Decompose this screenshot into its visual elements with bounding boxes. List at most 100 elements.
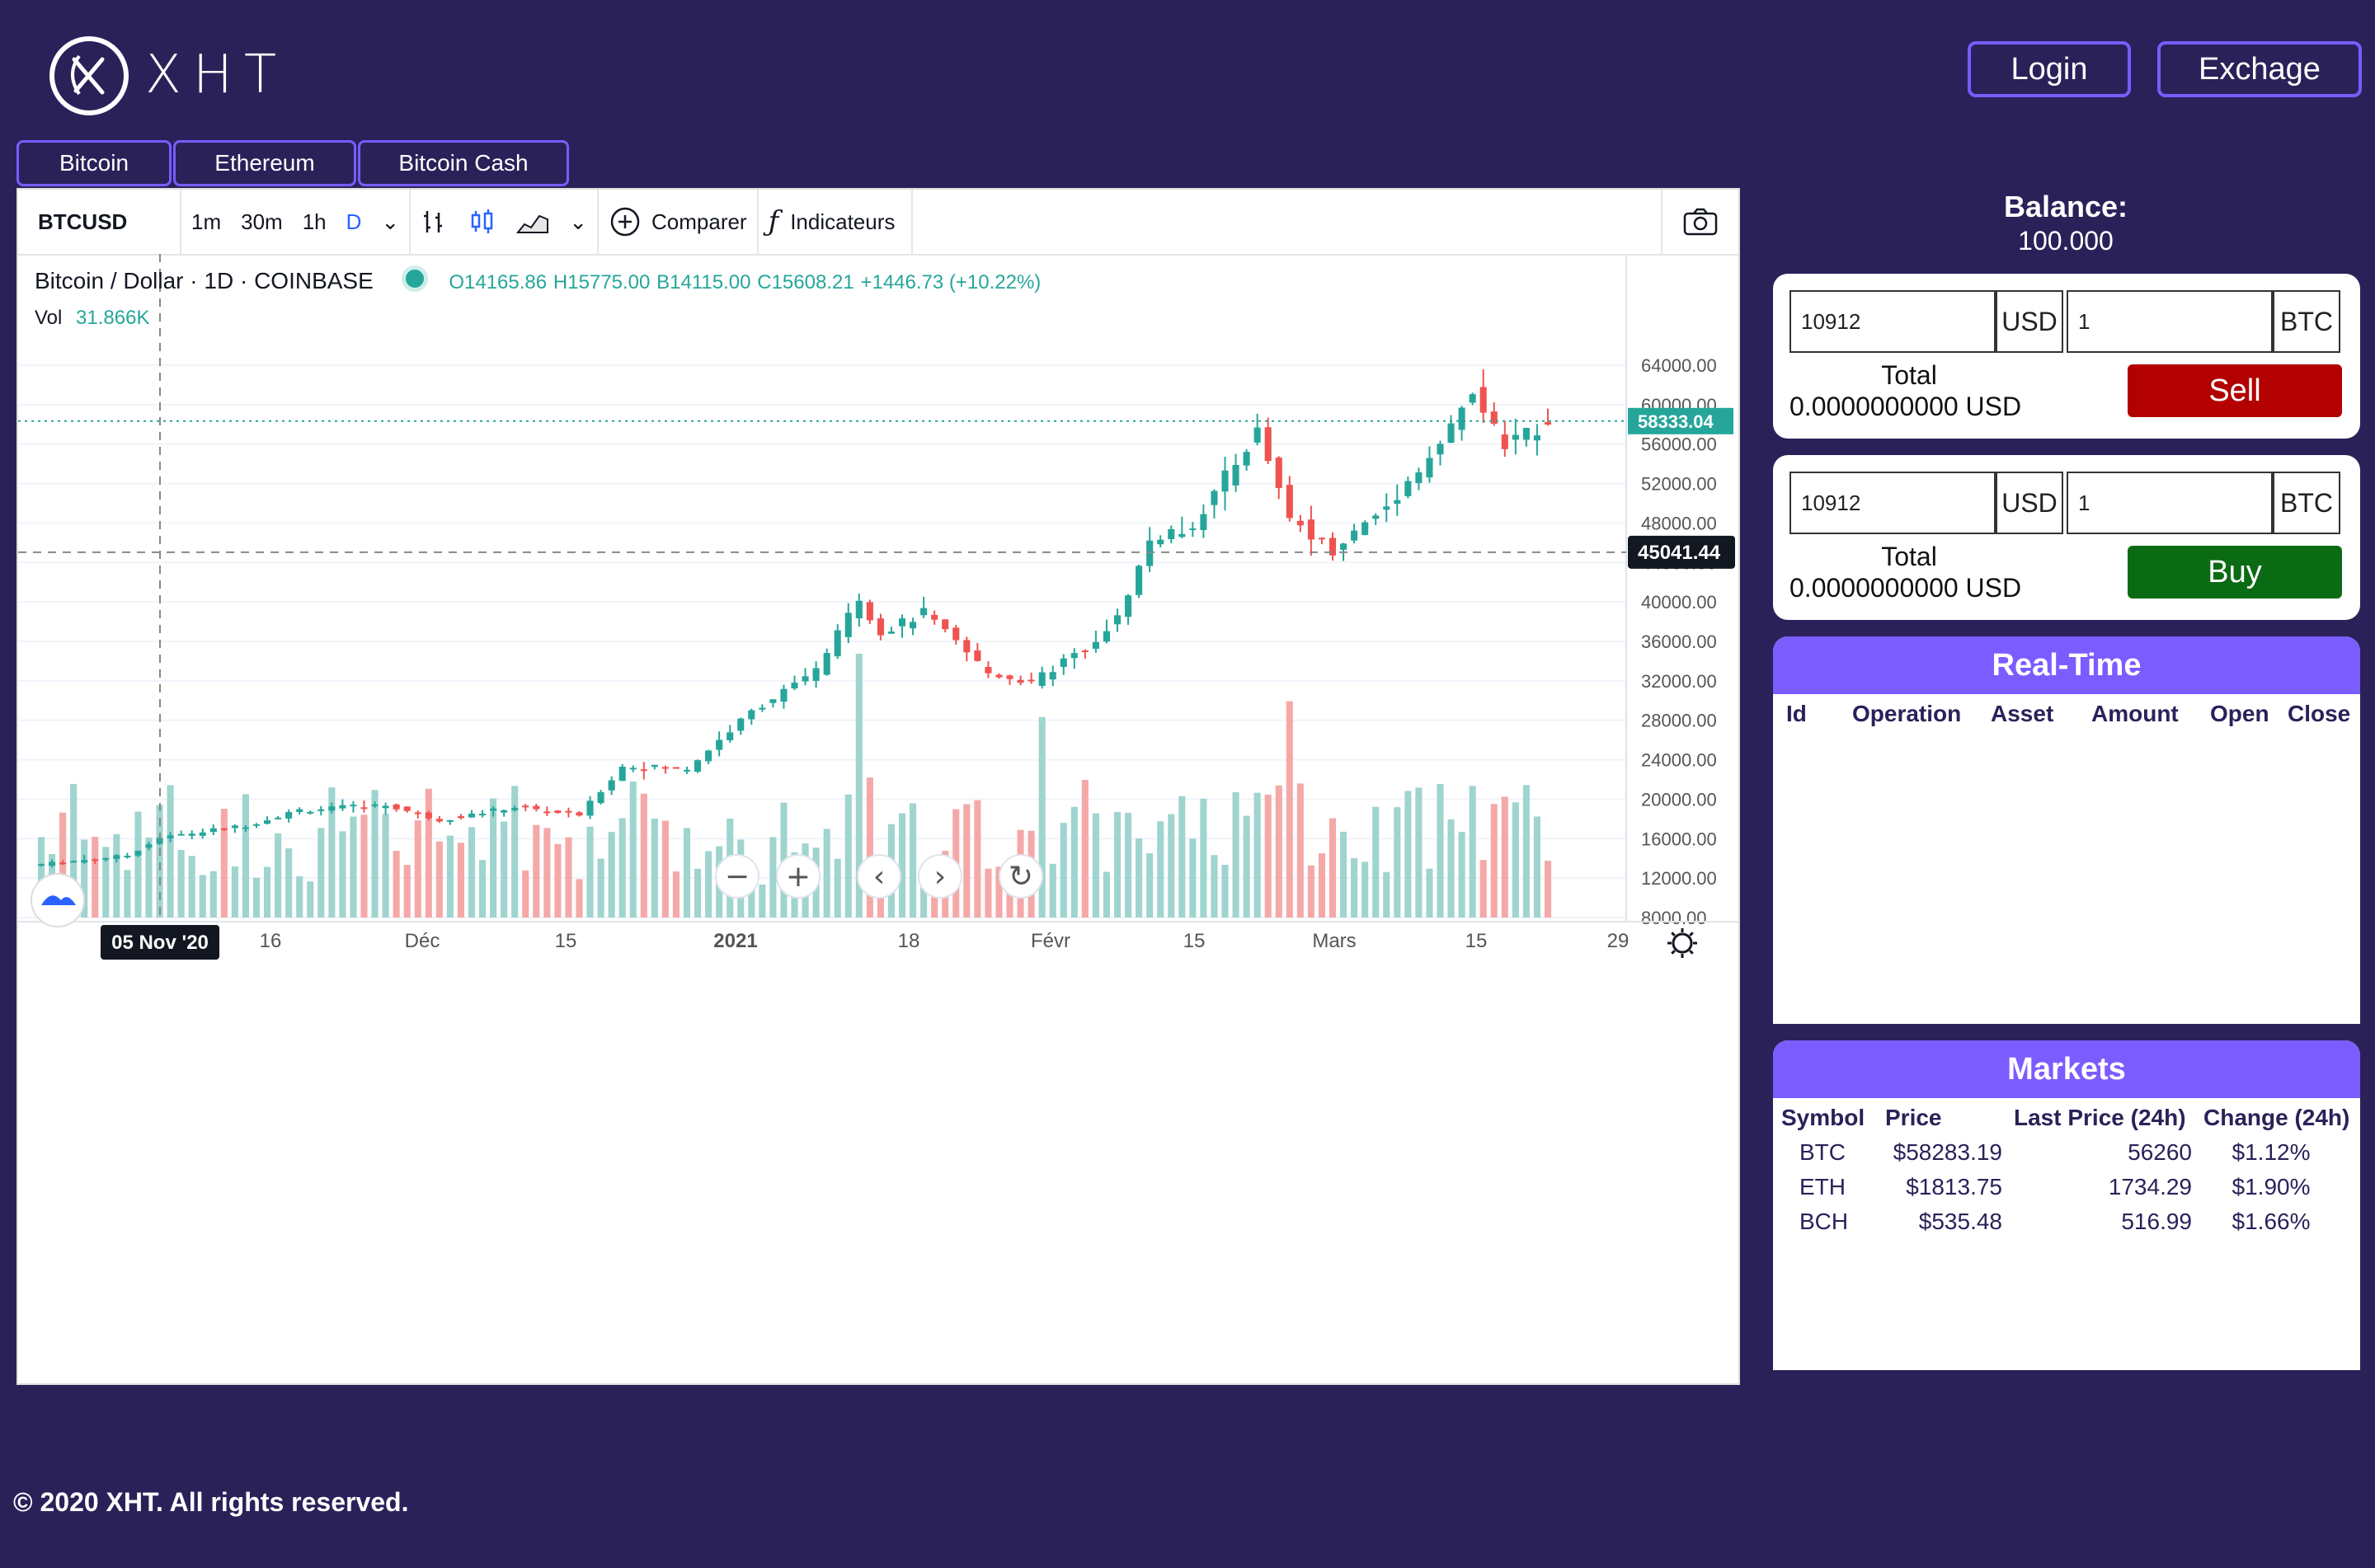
volume-bar	[554, 843, 562, 918]
candle-body	[425, 812, 432, 819]
volume-bar	[1200, 798, 1207, 918]
logo-icon	[49, 36, 129, 115]
candle-body	[1437, 444, 1444, 455]
volume-bar	[177, 849, 185, 918]
volume-bar	[1113, 812, 1122, 918]
volume-bar	[317, 828, 325, 918]
sell-amount-input[interactable]	[1789, 290, 1996, 353]
zoom-out-icon[interactable]	[715, 854, 760, 899]
buy-button[interactable]: Buy	[2128, 546, 2342, 599]
candle-body	[866, 602, 873, 621]
style-dropdown-icon[interactable]: ⌄	[569, 209, 587, 234]
candle-body	[791, 683, 798, 689]
zoom-in-icon[interactable]	[776, 854, 821, 899]
bars-style-icon[interactable]	[411, 190, 459, 254]
volume-bar	[1437, 783, 1444, 918]
volume-bar	[683, 828, 691, 918]
price-tick-label: 16000.00	[1641, 829, 1717, 849]
candle-body	[1178, 533, 1186, 538]
realtime-col-id: Id	[1786, 701, 1807, 726]
volume-bar	[1522, 785, 1530, 918]
volume-bar	[910, 803, 917, 918]
price-tick-label: 32000.00	[1641, 671, 1717, 692]
volume-bar	[1501, 796, 1508, 918]
volume-bar	[1340, 831, 1347, 918]
sell-qty-input[interactable]	[2067, 290, 2273, 353]
crosshair-date-tag: 05 Nov '20	[111, 932, 209, 954]
candle-body	[307, 811, 314, 814]
interval-1m[interactable]: 1m	[191, 209, 222, 234]
interval-30m[interactable]: 30m	[241, 209, 283, 234]
crosshair-price-tag-bg	[1628, 535, 1735, 569]
candle-body	[985, 667, 992, 674]
candle-body	[360, 807, 368, 810]
indicators-button[interactable]: ƒ Indicateurs	[759, 190, 905, 254]
candle-body	[920, 608, 928, 616]
candles-style-icon[interactable]	[459, 190, 506, 254]
candle-body	[1372, 515, 1380, 519]
candle-body	[339, 805, 346, 809]
sell-button[interactable]: Sell	[2128, 364, 2342, 417]
candle-body	[576, 812, 583, 816]
candle-body	[748, 710, 755, 720]
scroll-right-icon[interactable]	[918, 854, 962, 899]
tab-ethereum[interactable]: Ethereum	[173, 140, 356, 186]
candle-body	[565, 810, 572, 813]
scroll-left-icon[interactable]	[857, 854, 901, 899]
volume-bar	[640, 793, 647, 918]
volume-bar	[1394, 807, 1401, 918]
candle-body	[1006, 675, 1013, 679]
candle-body	[1275, 458, 1282, 489]
interval-1h[interactable]: 1h	[302, 209, 327, 234]
realtime-col-asset: Asset	[1991, 701, 2054, 726]
candle-body	[1512, 434, 1519, 440]
reset-icon[interactable]	[999, 854, 1043, 899]
candle-body	[317, 809, 325, 811]
interval-d[interactable]: D	[346, 209, 362, 234]
candle-body	[1211, 491, 1218, 505]
markets-title: Markets	[1773, 1040, 2360, 1098]
volume-bar	[425, 788, 432, 918]
settings-gear-icon[interactable]	[1672, 932, 1693, 954]
volume-bar	[1415, 787, 1423, 918]
volume-bar	[382, 814, 389, 918]
login-button[interactable]: Login	[1968, 41, 2131, 97]
volume-bar	[350, 816, 357, 918]
volume-bar	[844, 794, 852, 918]
candle-body	[1415, 472, 1423, 483]
market-status-icon	[401, 265, 428, 292]
candle-body	[382, 805, 389, 809]
tab-bitcoin[interactable]: Bitcoin	[16, 140, 172, 186]
interval-dropdown-icon[interactable]: ⌄	[381, 209, 400, 234]
exchange-button[interactable]: Exchage	[2157, 41, 2362, 97]
realtime-col-operation: Operation	[1852, 701, 1962, 726]
volume-bar	[1383, 871, 1390, 918]
candlestick-plot[interactable]: 64000.0060000.0056000.0052000.0048000.00…	[18, 254, 1738, 1383]
volume-bar	[307, 881, 314, 918]
market-row-change: $1.12%	[2232, 1139, 2311, 1165]
candle-body	[887, 631, 895, 634]
symbol-search[interactable]: BTCUSD	[38, 209, 128, 234]
volume-bar	[1157, 821, 1164, 918]
buy-qty-input[interactable]	[2067, 472, 2273, 534]
volume-bar	[661, 820, 669, 918]
volume-bar	[1426, 868, 1433, 918]
buy-amount-input[interactable]	[1789, 472, 1996, 534]
candle-body	[898, 618, 906, 627]
volume-bar	[1458, 832, 1465, 918]
ohlc-high: H15775.00	[553, 271, 651, 293]
candle-body	[844, 613, 852, 637]
candle-body	[1404, 481, 1412, 496]
price-tick-label: 28000.00	[1641, 711, 1717, 731]
compare-button[interactable]: Comparer	[599, 190, 757, 254]
candle-body	[1253, 427, 1261, 443]
volume-bar	[769, 837, 777, 918]
volume-bar	[1286, 701, 1293, 918]
volume-bar	[1275, 785, 1282, 918]
time-tick-label: 15	[555, 930, 577, 952]
candle-body	[285, 812, 293, 819]
camera-icon[interactable]	[1662, 190, 1738, 254]
candle-body	[1028, 679, 1035, 682]
tab-bitcoin-cash[interactable]: Bitcoin Cash	[358, 140, 569, 186]
area-style-icon[interactable]	[506, 190, 559, 254]
